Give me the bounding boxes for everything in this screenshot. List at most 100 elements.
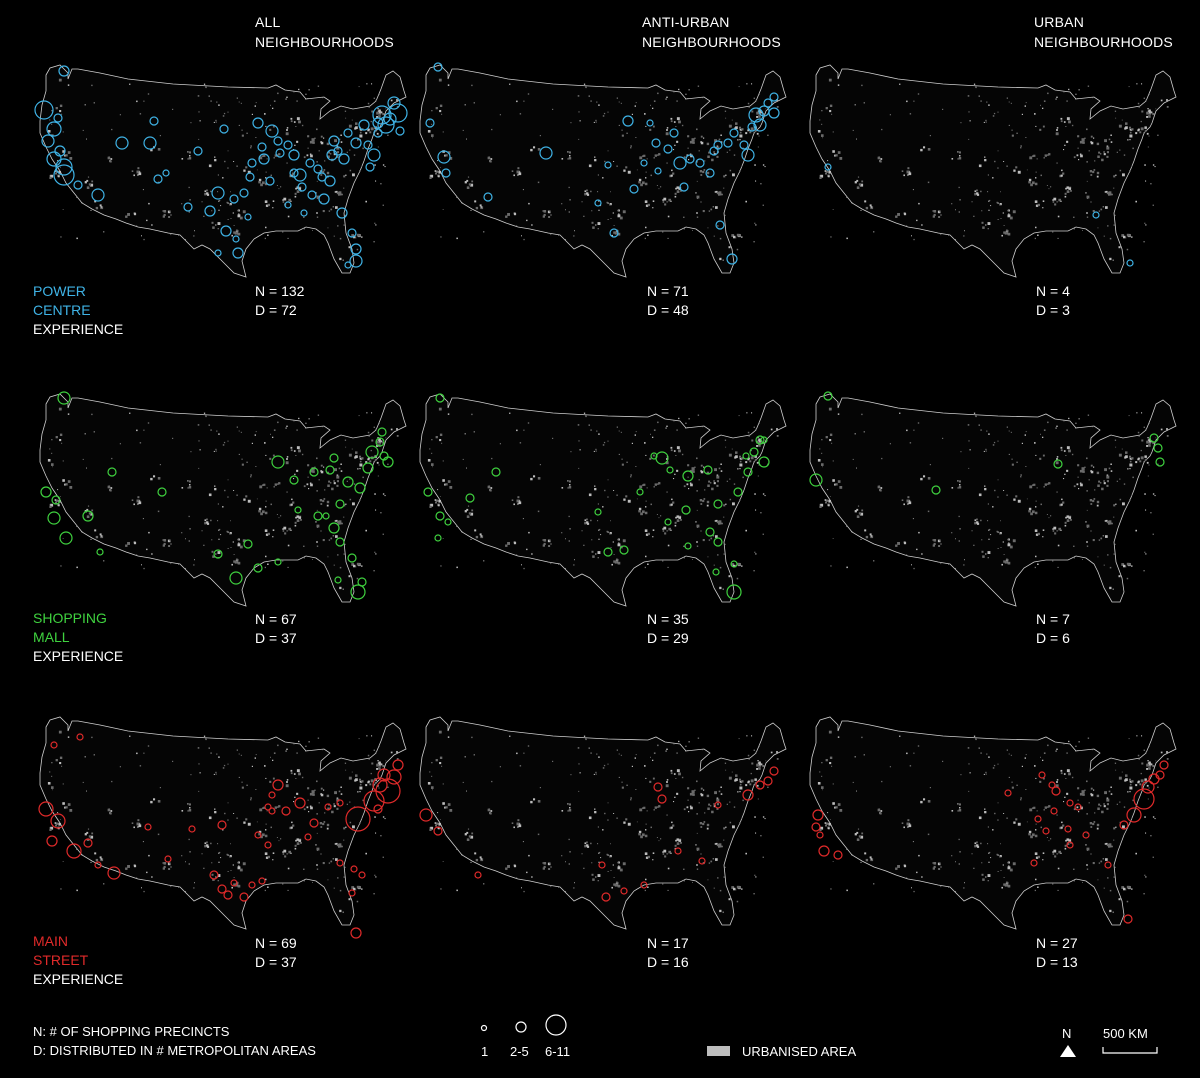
d-count: D = 3 [1036,302,1070,318]
precinct-marker [712,568,720,576]
precinct-marker [753,118,767,132]
precinct-marker [34,100,54,120]
precinct-marker [1148,773,1160,785]
precinct-marker [284,201,292,209]
precinct-marker [149,116,159,126]
category-label-line: MAIN [33,933,68,949]
stats-power-anti-urban: N = 71 D = 48 [647,282,689,320]
precinct-marker [96,548,104,556]
d-count: D = 72 [255,302,297,318]
precinct-marker [816,831,824,839]
precinct-marker [76,733,84,741]
precinct-marker [604,161,612,169]
precinct-marker [1119,820,1129,830]
precinct-marker [1159,760,1169,770]
precinct-marker [685,154,695,164]
precinct-marker [94,861,102,869]
precinct-marker [598,861,606,869]
precinct-marker [334,576,342,584]
n-count: N = 132 [255,283,305,299]
precinct-marker [749,447,759,457]
precinct-marker [714,801,722,809]
precinct-marker [741,148,755,162]
precinct-marker [730,560,738,568]
precinct-marker [742,789,754,801]
us-outline [419,716,787,930]
stats-main-street-anti-urban: N = 17 D = 16 [647,934,689,972]
precinct-marker [1038,771,1046,779]
us-map [39,391,407,607]
precinct-marker [335,499,345,509]
n-count: N = 71 [647,283,689,299]
precinct-marker [47,511,61,525]
d-count: D = 48 [647,302,689,318]
precinct-marker [377,116,395,134]
n-count: N = 17 [647,935,689,951]
us-outline [419,64,787,278]
precinct-marker [324,803,332,811]
precinct-marker [654,167,662,175]
precinct-marker [1126,807,1142,823]
category-label-line: EXPERIENCE [33,321,124,337]
precinct-marker [758,456,770,468]
precinct-marker [465,493,475,503]
us-map-panel [803,387,1183,627]
precinct-marker [217,820,227,830]
precinct-marker [657,794,667,804]
category-label-line: STREET [33,952,89,968]
precinct-marker [275,148,285,158]
precinct-marker [763,98,773,108]
urbanised-area-dots [427,730,779,913]
precinct-marker [59,531,73,545]
precinct-marker [483,192,493,202]
us-map [419,62,787,278]
precinct-marker [373,128,383,138]
precinct-marker [53,113,63,123]
precinct-marker [1066,799,1074,807]
us-map [809,64,1177,278]
d-count: D = 16 [647,954,689,970]
precinct-marker [622,115,634,127]
precinct-marker [698,857,706,865]
precinct-marker [684,542,692,550]
precinct-marker [386,769,402,785]
us-map [38,716,407,939]
precinct-marker [769,92,779,102]
precinct-marker [230,879,238,887]
precinct-marker [367,148,381,162]
precinct-marker [343,128,353,138]
precinct-marker [377,427,387,437]
north-arrow-icon [1060,1045,1076,1057]
precinct-marker [666,466,674,474]
precinct-marker [229,194,239,204]
urbanised-area-label: URBANISED AREA [742,1044,857,1059]
precinct-marker [743,467,753,477]
column-header-line: NEIGHBOURHOODS [1034,34,1173,50]
precinct-marker [362,462,374,474]
precinct-marker [679,182,689,192]
category-label-line: SHOPPING [33,610,107,626]
precinct-marker [812,809,824,821]
precinct-marker [209,870,219,880]
precinct-marker [73,180,83,190]
precinct-marker [309,818,319,828]
n-count: N = 67 [255,611,297,627]
precinct-marker [713,537,723,547]
precinct-marker [252,117,264,129]
precinct-marker [739,140,749,150]
us-map-panel [33,58,413,298]
column-header-line: NEIGHBOURHOODS [255,34,394,50]
precinct-marker [435,393,445,403]
precinct-marker [41,134,55,148]
precinct-marker [434,534,442,542]
precinct-marker [273,136,283,146]
precinct-marker [257,142,267,152]
precinct-marker [755,780,765,790]
n-count: N = 35 [647,611,689,627]
precinct-marker [294,797,306,809]
precinct-marker [1064,825,1072,833]
precinct-marker [811,822,821,832]
precinct-marker [336,799,344,807]
stats-main-street-urban: N = 27 D = 13 [1036,934,1078,972]
precinct-marker [55,158,73,176]
